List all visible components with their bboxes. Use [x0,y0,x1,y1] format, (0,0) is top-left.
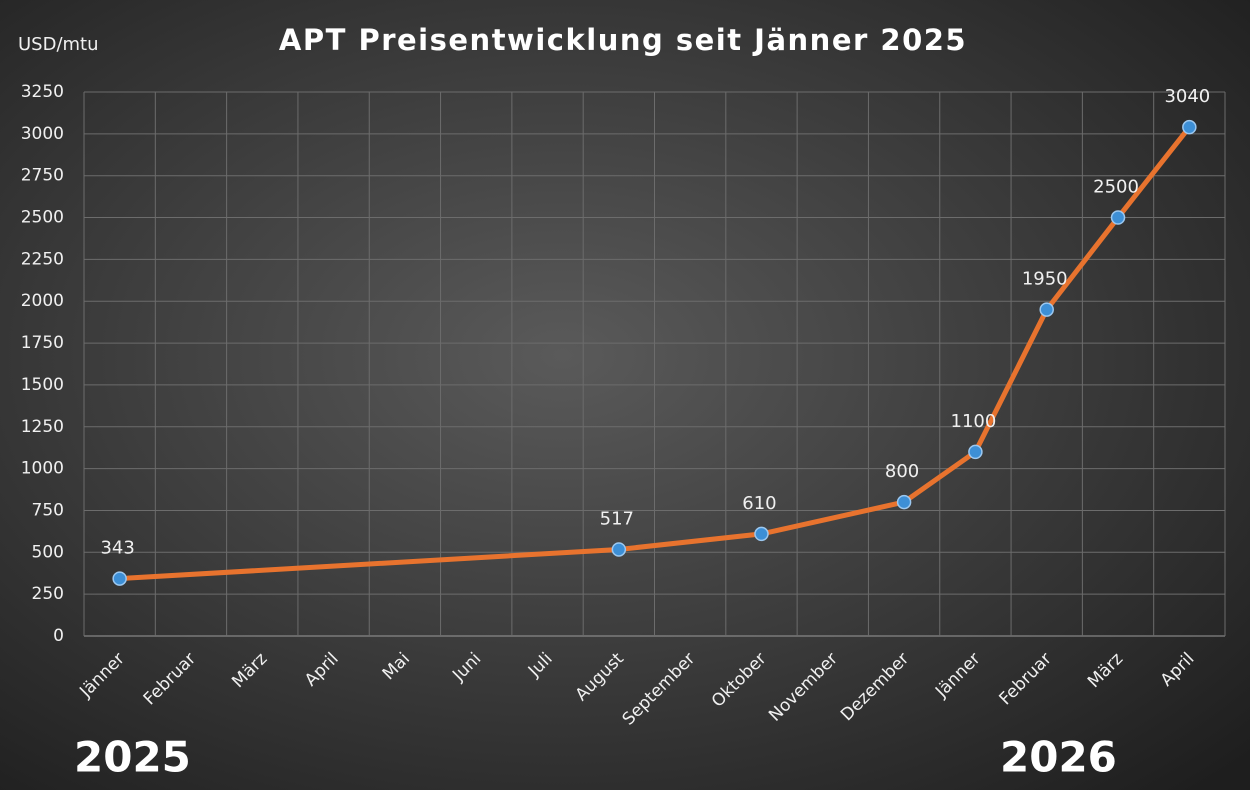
data-label: 1950 [1022,269,1068,290]
y-axis-label: USD/mtu [18,34,99,55]
marker [1110,210,1126,225]
y-tick-label: 3250 [21,82,64,102]
y-tick-label: 2000 [21,291,64,311]
year-annotation: 2025 [74,733,191,782]
data-label: 3040 [1164,86,1210,107]
y-tick-label: 1250 [21,417,64,437]
data-label: 610 [742,493,776,514]
marker [968,444,983,460]
chart-title: APT Preisentwicklung seit Jänner 2025 [279,23,967,57]
y-tick-label: 2750 [21,166,64,186]
marker [1039,302,1054,317]
data-label: 800 [885,461,919,482]
marker [754,526,769,542]
y-tick-label: 2250 [21,249,64,269]
data-label: 343 [100,538,134,559]
year-annotation: 2026 [1000,733,1117,782]
gap-connector [117,546,622,582]
y-tick-label: 1000 [21,459,64,479]
data-label: 2500 [1093,177,1139,198]
marker [1182,119,1197,135]
gap-connector [616,531,764,552]
gap-connector [758,499,907,537]
y-tick-label: 750 [32,500,64,520]
y-tick-label: 3000 [21,124,64,144]
marker [112,571,127,586]
data-label: 1100 [951,411,997,432]
y-tick-label: 1500 [21,375,64,395]
data-label: 517 [600,508,634,529]
y-tick-label: 0 [53,626,64,646]
marker [611,542,627,557]
y-tick-label: 1750 [21,333,64,353]
y-tick-label: 2500 [21,208,64,228]
marker [896,494,912,510]
y-tick-label: 250 [32,584,64,604]
y-tick-label: 500 [32,542,64,562]
